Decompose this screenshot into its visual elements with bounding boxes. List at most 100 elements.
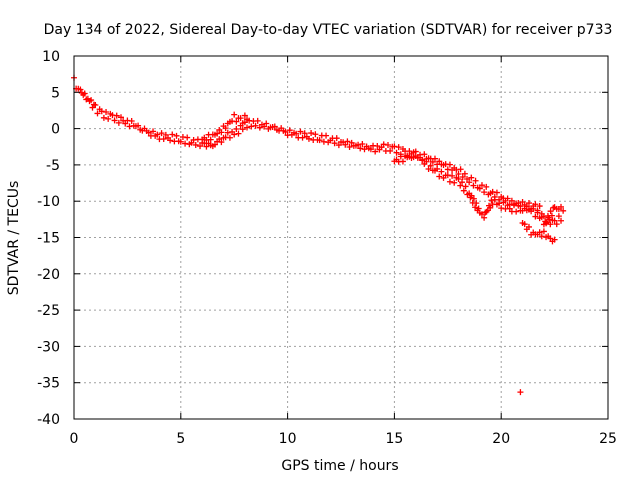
data-point (117, 114, 124, 121)
data-point (115, 119, 122, 126)
data-point (387, 147, 394, 154)
data-point (457, 182, 464, 189)
data-point (344, 138, 351, 145)
data-point (553, 221, 560, 228)
data-point (346, 144, 353, 151)
data-point (489, 188, 496, 195)
x-tick-label: 10 (279, 431, 297, 447)
data-point (548, 212, 555, 219)
data-point (459, 174, 466, 181)
data-point (113, 112, 120, 119)
data-point (429, 158, 436, 165)
data-point (226, 134, 233, 141)
y-axis-label: SDTVAR / TECUs (6, 181, 22, 296)
data-point (233, 118, 240, 125)
data-point (542, 218, 549, 225)
data-point (158, 130, 165, 137)
data-point (235, 130, 242, 137)
data-point (372, 148, 379, 155)
data-point (380, 141, 387, 148)
outlier-point (517, 389, 524, 396)
data-point (333, 135, 340, 142)
data-point (203, 143, 210, 150)
data-point (103, 108, 110, 115)
data-point (231, 111, 238, 118)
data-point (521, 201, 528, 208)
data-point (436, 158, 443, 165)
data-point (481, 189, 488, 196)
data-point (475, 205, 482, 212)
y-tick-label: 5 (51, 85, 60, 101)
data-point (421, 151, 428, 158)
data-point (160, 136, 167, 143)
data-point (197, 143, 204, 150)
data-point (558, 203, 565, 210)
x-tick-label: 20 (492, 431, 510, 447)
data-point (207, 136, 214, 143)
data-point (536, 203, 543, 210)
data-point (459, 179, 466, 186)
y-tick-label: -15 (37, 231, 60, 247)
data-point (476, 185, 483, 192)
data-point (282, 128, 289, 135)
data-point (410, 154, 417, 161)
data-point (532, 213, 539, 220)
data-point (150, 128, 157, 135)
y-tick-label: -20 (37, 267, 60, 283)
data-point (239, 126, 246, 133)
data-point (504, 195, 511, 202)
data-point (231, 131, 238, 138)
data-point (222, 125, 229, 132)
axis-ticks: 0 5 10 15 20 25 10 5 0 -5 -10 -15 -20 -25 -30 -35 -40 (37, 49, 617, 447)
data-point (393, 149, 400, 156)
data-point (94, 110, 101, 117)
data-point (299, 134, 306, 141)
data-point (218, 129, 225, 136)
data-point (169, 131, 176, 138)
data-point (419, 157, 426, 164)
chart-title: Day 134 of 2022, Sidereal Day-to-day VTE… (44, 22, 613, 38)
data-point (462, 183, 469, 190)
data-point (558, 217, 565, 224)
data-point (491, 196, 498, 203)
data-point (218, 139, 225, 146)
data-point (464, 176, 471, 183)
data-point (92, 102, 99, 109)
data-point (423, 158, 430, 165)
data-point (461, 170, 468, 177)
data-point (391, 143, 398, 150)
data-point (77, 86, 84, 93)
x-tick-label: 15 (385, 431, 403, 447)
y-tick-label: -5 (46, 158, 60, 174)
data-point (331, 140, 338, 147)
data-point (470, 195, 477, 202)
data-point (128, 118, 135, 125)
data-point (192, 141, 199, 148)
data-point (434, 165, 441, 172)
data-point (487, 204, 494, 211)
data-point (534, 207, 541, 214)
data-point (496, 200, 503, 207)
data-point (248, 123, 255, 130)
data-point (444, 172, 451, 179)
data-point (145, 129, 152, 136)
data-point (214, 130, 221, 137)
data-point (241, 112, 248, 119)
data-point (252, 122, 259, 129)
data-point (342, 141, 349, 148)
y-tick-label: -25 (37, 303, 60, 319)
data-point (457, 166, 464, 173)
data-point (308, 130, 315, 137)
data-point (293, 130, 300, 137)
data-point (335, 142, 342, 149)
data-point (100, 114, 107, 121)
data-point (162, 131, 169, 138)
data-point (412, 148, 419, 155)
data-point (546, 216, 553, 223)
data-point (184, 134, 191, 141)
data-point (408, 150, 415, 157)
data-point (543, 219, 550, 226)
data-point (547, 235, 554, 242)
data-point (460, 187, 467, 194)
